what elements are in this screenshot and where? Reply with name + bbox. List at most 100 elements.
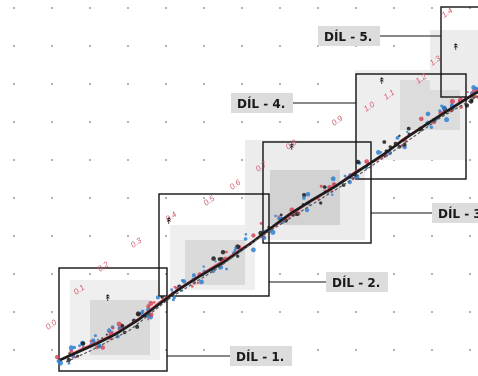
grid-dot: [51, 311, 53, 313]
survey-point: [153, 301, 156, 304]
survey-point: [170, 288, 174, 291]
section-frame-1: [58, 267, 168, 372]
survey-point: [141, 309, 145, 313]
survey-point: [331, 193, 334, 196]
chainage-mark: 0.0: [44, 318, 59, 332]
grid-dot: [127, 121, 129, 123]
section-labels: DÍL - 1. DÍL - 2. DÍL - 3. DÍL - 4. DÍL …: [230, 26, 478, 366]
route-line-primary: [59, 90, 478, 362]
chainage-mark: 0.2: [96, 260, 111, 274]
grid-dot: [13, 159, 15, 161]
survey-point: [464, 103, 470, 108]
grid-dot: [203, 159, 205, 161]
survey-point: [80, 341, 86, 346]
grid-dot: [431, 7, 433, 9]
grid-dot: [279, 7, 281, 9]
grid-dot: [241, 197, 243, 199]
route-line-offset: [65, 95, 478, 363]
grid-dot: [13, 235, 15, 237]
survey-point: [220, 250, 226, 255]
svg-text:DÍL - 4.: DÍL - 4.: [237, 96, 285, 111]
survey-point: [111, 326, 115, 330]
grid-dot: [317, 273, 319, 275]
grid-dot: [241, 121, 243, 123]
grid-dot: [279, 121, 281, 123]
survey-point: [148, 300, 154, 306]
survey-point: [147, 318, 149, 321]
grid-dot: [203, 349, 205, 351]
survey-point: [78, 344, 81, 348]
survey-point: [262, 235, 267, 240]
survey-point: [305, 192, 311, 197]
survey-point: [199, 279, 204, 285]
survey-point: [105, 333, 108, 336]
grid-dot: [89, 159, 91, 161]
survey-point: [429, 125, 434, 129]
grid-dot: [203, 121, 205, 123]
survey-point: [89, 339, 93, 343]
survey-point: [440, 104, 444, 108]
svg-text:↟: ↟: [104, 294, 112, 304]
grid-dot: [469, 273, 471, 275]
survey-point: [444, 117, 450, 123]
grid-dot: [241, 7, 243, 9]
survey-point: [259, 222, 263, 225]
orientation-marks: ↟ ↟ ↟ ↟ ↟: [104, 43, 460, 304]
grid-dot: [317, 311, 319, 313]
grid-dot: [393, 349, 395, 351]
survey-point: [302, 193, 307, 197]
grid-dot: [355, 349, 357, 351]
survey-point: [466, 91, 469, 94]
chainage-mark: 0.5: [202, 194, 217, 208]
grid-dot: [393, 235, 395, 237]
grid-dot: [279, 311, 281, 313]
survey-point: [236, 254, 240, 258]
survey-point: [191, 285, 194, 288]
section-frame-2: [158, 193, 270, 297]
survey-point: [376, 150, 381, 155]
grid-dot: [241, 83, 243, 85]
grid-dot: [51, 121, 53, 123]
chainage-mark: 0.6: [228, 178, 243, 192]
survey-point: [469, 98, 474, 103]
grid-dot: [241, 45, 243, 47]
grid-dot: [431, 273, 433, 275]
grid-dot: [127, 83, 129, 85]
survey-point: [471, 85, 476, 90]
svg-text:↟: ↟: [452, 43, 460, 53]
survey-point: [355, 159, 361, 165]
survey-point: [449, 98, 455, 104]
grid-dot: [431, 235, 433, 237]
survey-point: [382, 140, 387, 144]
grid-dot: [127, 45, 129, 47]
survey-point: [116, 321, 122, 327]
section-frame-4: [355, 73, 467, 180]
svg-text:↟: ↟: [378, 77, 386, 87]
svg-text:DÍL - 5.: DÍL - 5.: [324, 29, 372, 44]
survey-point: [395, 136, 400, 140]
grid-dot: [165, 45, 167, 47]
section-label-1: DÍL - 1.: [230, 346, 292, 366]
grid-dot: [469, 235, 471, 237]
route-lines: [59, 89, 478, 363]
svg-text:DÍL - 1.: DÍL - 1.: [236, 349, 284, 364]
grid-dot: [89, 83, 91, 85]
section-label-2: DÍL - 2.: [326, 272, 388, 292]
grid-dot: [13, 349, 15, 351]
survey-point: [243, 237, 248, 241]
survey-point: [67, 361, 71, 365]
grid-dot: [89, 121, 91, 123]
grid-dot: [203, 7, 205, 9]
grid-dot: [393, 273, 395, 275]
svg-text:DÍL - 3.: DÍL - 3.: [438, 206, 478, 221]
survey-point: [135, 311, 141, 317]
section-label-4: DÍL - 4.: [231, 93, 293, 113]
grid-dot: [13, 7, 15, 9]
grid-dot: [203, 311, 205, 313]
survey-point: [274, 214, 277, 218]
grid-dot: [279, 45, 281, 47]
grid-dot: [355, 311, 357, 313]
grid-dot: [317, 121, 319, 123]
survey-point: [319, 184, 323, 188]
survey-point: [302, 196, 306, 200]
